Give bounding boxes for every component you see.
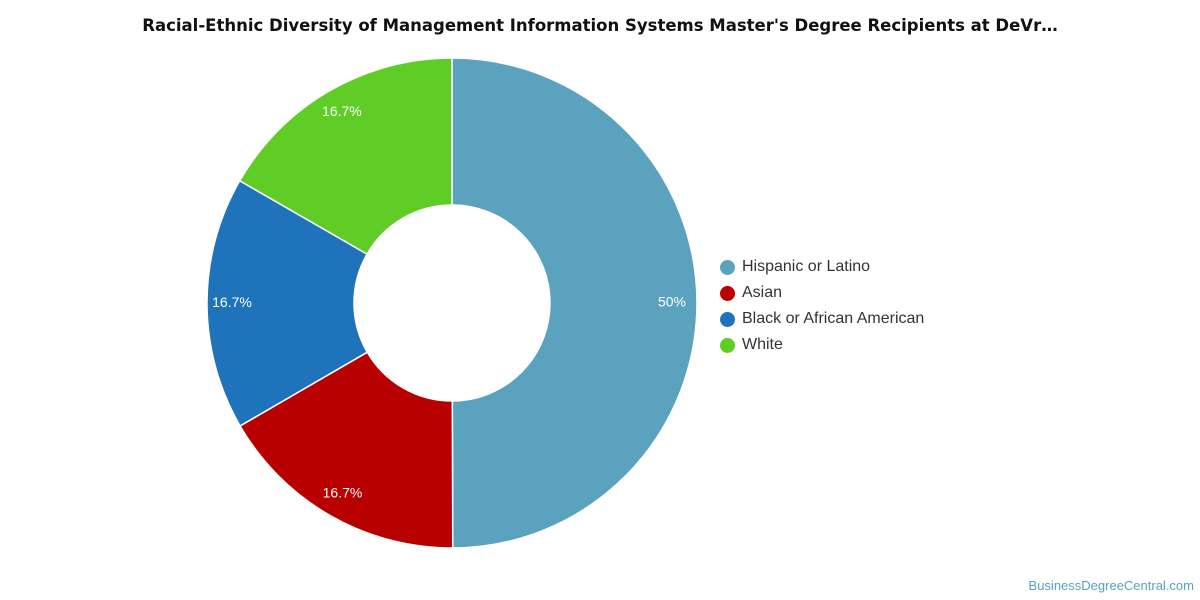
legend-swatch <box>720 311 735 327</box>
slice-label-white: 16.7% <box>322 103 362 119</box>
chart-legend: Hispanic or Latino Asian Black or Africa… <box>720 254 924 358</box>
legend-item-asian[interactable]: Asian <box>720 280 924 306</box>
legend-label: Black or African American <box>742 310 925 327</box>
slice-label-asian: 16.7% <box>323 485 363 501</box>
legend-swatch <box>720 337 735 353</box>
legend-swatch <box>720 259 735 275</box>
chart-title: Racial-Ethnic Diversity of Management In… <box>142 16 1058 35</box>
watermark[interactable]: BusinessDegreeCentral.com <box>1028 578 1194 593</box>
legend-label: Hispanic or Latino <box>742 258 871 275</box>
slice-hispanic-or-latino[interactable] <box>451 57 698 549</box>
slice-asian[interactable] <box>239 351 454 549</box>
slice-label-hispanic-or-latino: 50% <box>658 293 686 309</box>
legend-swatch <box>720 285 735 301</box>
slice-white[interactable] <box>238 57 453 256</box>
legend-item-hispanic-or-latino[interactable]: Hispanic or Latino <box>720 254 924 280</box>
legend-label: White <box>742 336 783 353</box>
legend-item-white[interactable]: White <box>720 332 924 358</box>
legend-item-black-or-african-american[interactable]: Black or African American <box>720 306 924 332</box>
slice-label-black-or-african-american: 16.7% <box>212 294 252 310</box>
slice-black-or-african-american[interactable] <box>206 179 369 427</box>
legend-label: Asian <box>742 284 783 301</box>
